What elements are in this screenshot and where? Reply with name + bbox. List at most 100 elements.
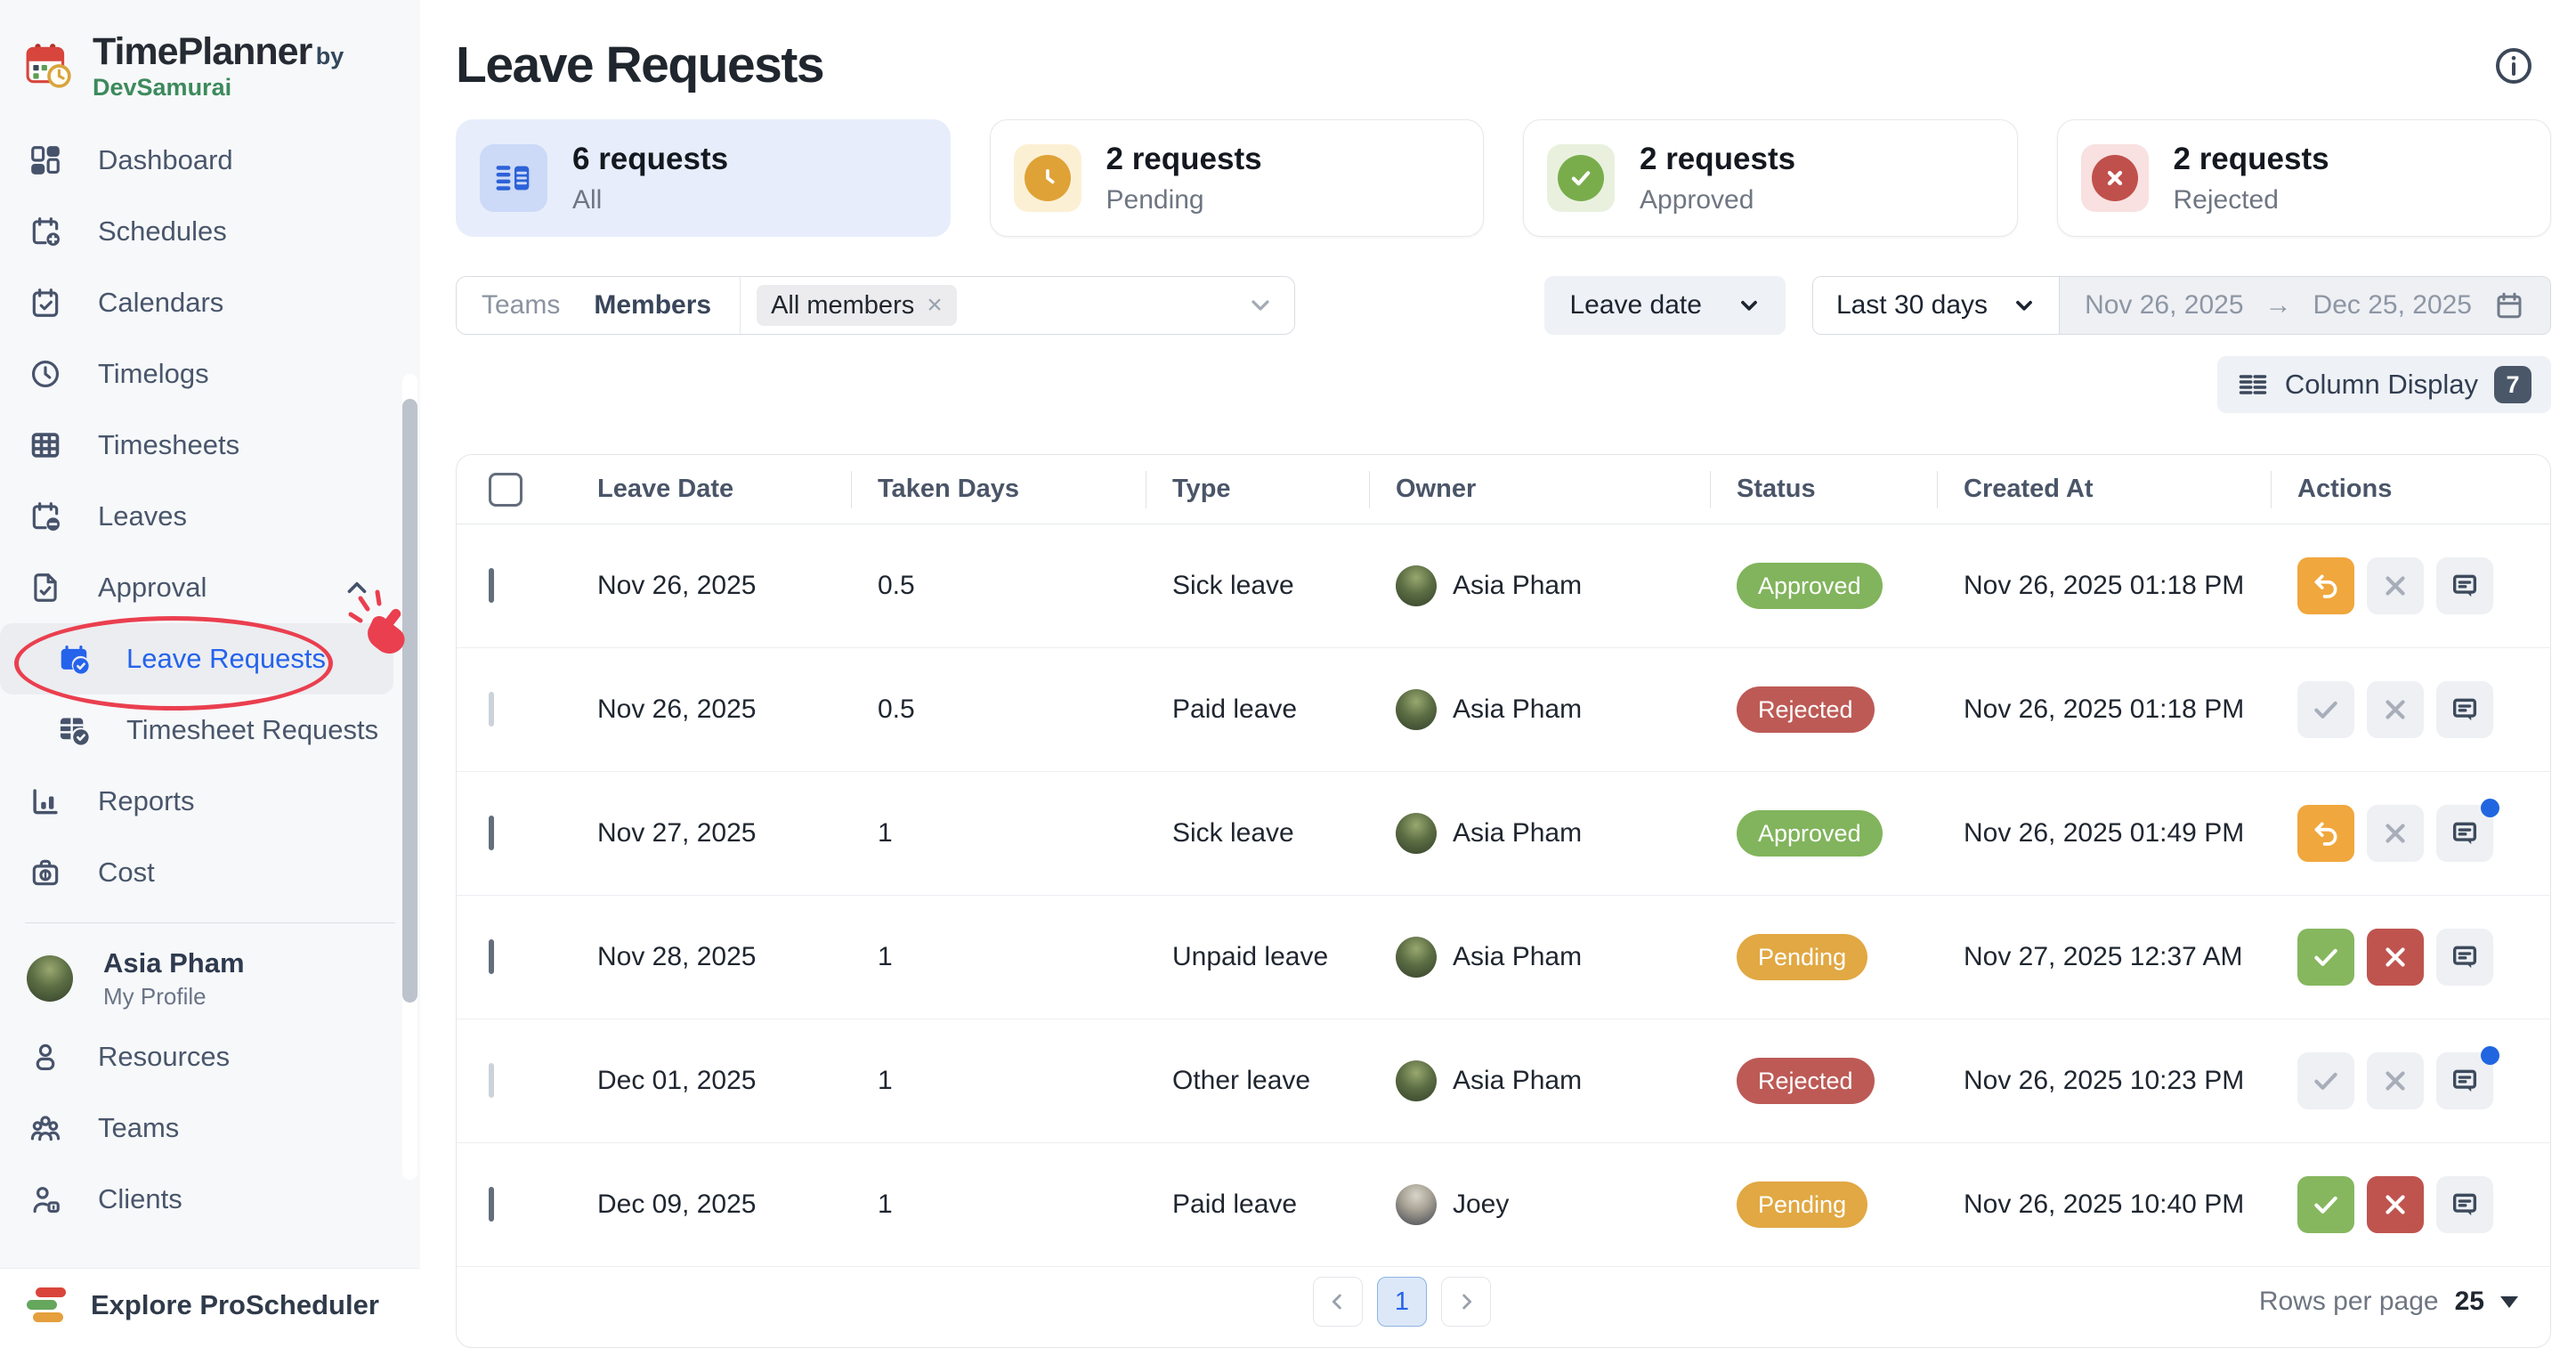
approve-button[interactable] [2297, 929, 2354, 986]
cell-created-at: Nov 26, 2025 01:18 PM [1964, 694, 2245, 724]
status-badge: Approved [1737, 563, 1883, 609]
caret-down-icon [2500, 1295, 2518, 1308]
reject-button[interactable] [2367, 929, 2424, 986]
sidebar-item-clients[interactable]: Clients [0, 1164, 420, 1235]
row-checkbox[interactable] [489, 1063, 494, 1098]
summary-card-pending[interactable]: 2 requests Pending [989, 119, 1484, 237]
cell-leave-date: Dec 01, 2025 [597, 1066, 757, 1095]
column-header[interactable]: Actions [2271, 455, 2550, 524]
sidebar-item-reports[interactable]: Reports [0, 766, 420, 837]
sidebar-item-schedules[interactable]: Schedules [0, 196, 420, 267]
cell-type: Sick leave [1172, 571, 1294, 600]
summary-card-rejected[interactable]: 2 requests Rejected [2056, 119, 2551, 237]
table-grid-icon [28, 428, 62, 462]
sidebar-item-resources[interactable]: Resources [0, 1021, 420, 1092]
column-header[interactable]: Leave Date [597, 475, 734, 503]
range-preset-select[interactable]: Last 30 days [1812, 277, 2061, 334]
sidebar-item-approval[interactable]: Approval [0, 552, 420, 623]
page-number-button[interactable]: 1 [1377, 1277, 1427, 1327]
member-chip[interactable]: All members × [757, 285, 957, 326]
reject-button[interactable] [2367, 681, 2424, 738]
unread-dot [2481, 799, 2499, 817]
explore-proscheduler-link[interactable]: Explore ProScheduler [0, 1268, 420, 1341]
prev-page-button[interactable] [1313, 1277, 1363, 1327]
avatar [1396, 565, 1437, 606]
columns-icon [2237, 369, 2269, 401]
sidebar-item-leaves[interactable]: Leaves [0, 481, 420, 552]
undo-approval-button[interactable] [2297, 557, 2354, 614]
member-filter[interactable]: Teams Members All members × [456, 276, 1295, 335]
cell-created-at: Nov 26, 2025 01:18 PM [1964, 571, 2245, 600]
members-tab[interactable]: Members [594, 290, 712, 320]
reject-button[interactable] [2367, 1176, 2424, 1233]
sidebar-item-cost[interactable]: Cost [0, 837, 420, 908]
comment-button[interactable] [2436, 799, 2499, 862]
summary-card-all[interactable]: 6 requests All [456, 119, 951, 237]
row-checkbox[interactable] [489, 568, 494, 603]
row-actions [2271, 1176, 2550, 1233]
range-arrow: → [2264, 290, 2292, 320]
next-page-button[interactable] [1441, 1277, 1491, 1327]
row-checkbox[interactable] [489, 939, 494, 974]
chip-remove-icon[interactable]: × [927, 290, 943, 320]
main-content: Leave Requests 6 requests All 2 requests… [420, 0, 2576, 1348]
sidebar-item-timesheets[interactable]: Timesheets [0, 410, 420, 481]
brand-name: DevSamurai [93, 74, 232, 101]
cell-leave-date: Nov 28, 2025 [597, 942, 757, 971]
owner-name: Joey [1453, 1190, 1510, 1219]
sidebar-item-timelogs[interactable]: Timelogs [0, 338, 420, 410]
row-checkbox[interactable] [489, 692, 494, 727]
column-header[interactable]: Owner [1369, 455, 1710, 524]
reject-button[interactable] [2367, 557, 2424, 614]
reject-button[interactable] [2367, 805, 2424, 862]
comment-button[interactable] [2436, 929, 2493, 986]
sidebar-item-teams[interactable]: Teams [0, 1092, 420, 1164]
row-actions [2271, 1046, 2550, 1109]
info-icon[interactable] [2492, 45, 2535, 87]
cell-type: Unpaid leave [1172, 942, 1329, 971]
comment-button[interactable] [2436, 1176, 2493, 1233]
sidebar-scrollbar-thumb[interactable] [402, 399, 417, 1003]
sort-field-select[interactable]: Leave date [1544, 276, 1786, 335]
column-header[interactable]: Created At [1937, 455, 2271, 524]
date-range-display[interactable]: Nov 26, 2025 → Dec 25, 2025 [2060, 277, 2550, 334]
reject-button[interactable] [2367, 1052, 2424, 1109]
table-row: Nov 27, 2025 1 Sick leave Asia Pham Appr… [457, 772, 2550, 896]
comment-button[interactable] [2436, 681, 2493, 738]
profile-item[interactable]: Asia Pham My Profile [0, 936, 420, 1021]
table-row: Dec 09, 2025 1 Paid leave Joey Pending N… [457, 1143, 2550, 1267]
sidebar-item-timesheet-requests[interactable]: Timesheet Requests [0, 694, 420, 766]
summary-card-approved[interactable]: 2 requests Approved [1523, 119, 2018, 237]
column-header[interactable]: Taken Days [851, 455, 1146, 524]
status-badge: Pending [1737, 934, 1868, 980]
approve-button[interactable] [2297, 1052, 2354, 1109]
cell-owner: Asia Pham [1369, 565, 1710, 606]
row-checkbox[interactable] [489, 816, 494, 850]
cell-created-at: Nov 26, 2025 10:23 PM [1964, 1066, 2245, 1095]
approve-button[interactable] [2297, 1176, 2354, 1233]
teams-tab[interactable]: Teams [482, 290, 561, 320]
comment-button[interactable] [2436, 1046, 2499, 1109]
summary-cards: 6 requests All 2 requests Pending 2 requ… [456, 119, 2551, 237]
sidebar-item-dashboard[interactable]: Dashboard [0, 125, 420, 196]
comment-button[interactable] [2436, 557, 2493, 614]
table-row: Nov 26, 2025 0.5 Paid leave Asia Pham Re… [457, 648, 2550, 772]
sidebar: TimePlanner by DevSamurai Dashboard Sche… [0, 0, 420, 1341]
select-all-checkbox[interactable] [489, 472, 522, 507]
column-display-button[interactable]: Column Display 7 [2216, 356, 2551, 413]
sidebar-item-leave-requests[interactable]: Leave Requests [0, 623, 393, 694]
column-header[interactable]: Type [1146, 455, 1369, 524]
row-checkbox[interactable] [489, 1187, 494, 1222]
rows-per-page-control[interactable]: Rows per page 25 [2259, 1287, 2518, 1317]
column-header[interactable]: Status [1710, 455, 1937, 524]
pagination: 1 Rows per page 25 [457, 1267, 2550, 1336]
approve-button[interactable] [2297, 681, 2354, 738]
cell-owner: Asia Pham [1369, 1060, 1710, 1101]
sidebar-item-calendars[interactable]: Calendars [0, 267, 420, 338]
rows-per-page-value: 25 [2454, 1287, 2484, 1316]
cell-taken-days: 1 [878, 1066, 893, 1095]
cell-created-at: Nov 26, 2025 10:40 PM [1964, 1190, 2245, 1219]
undo-approval-button[interactable] [2297, 805, 2354, 862]
chevron-up-icon[interactable] [342, 572, 372, 603]
grid-check-icon [57, 713, 91, 747]
